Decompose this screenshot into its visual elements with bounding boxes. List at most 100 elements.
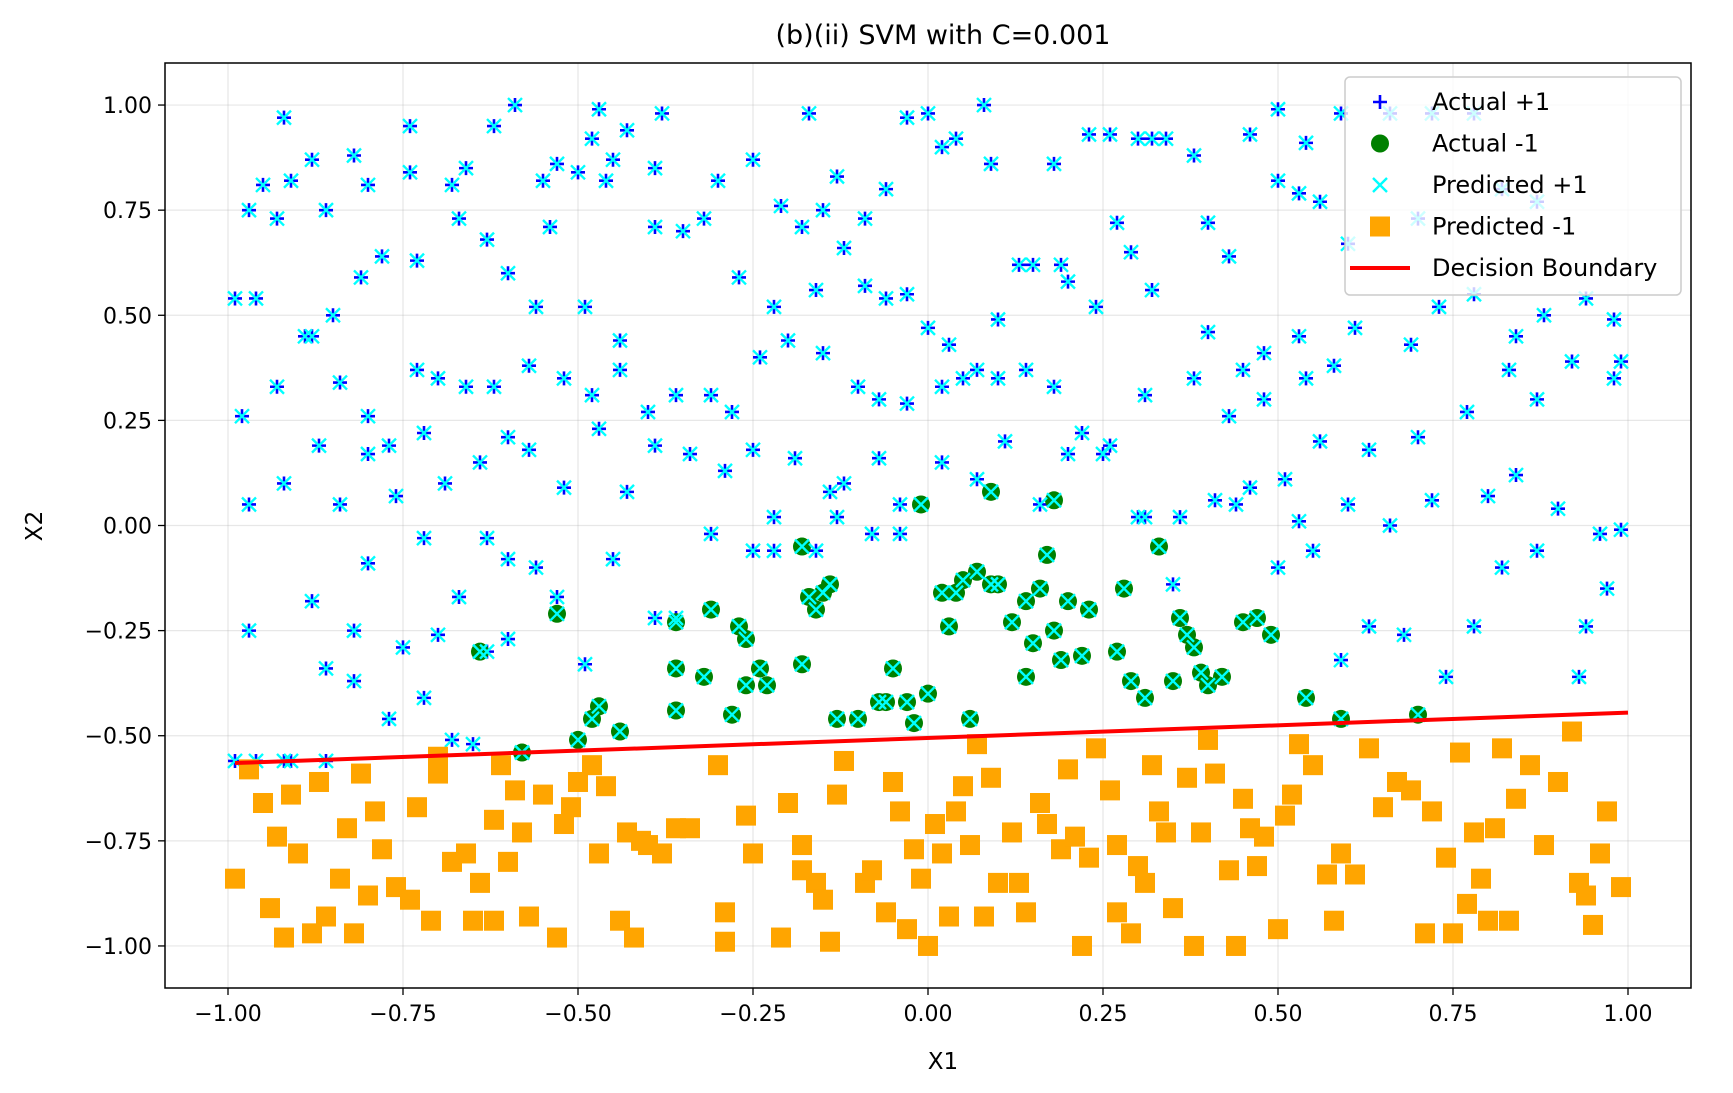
predicted-pos-point (1060, 446, 1076, 462)
predicted-pos-point (1116, 580, 1132, 597)
predicted-pos-point (269, 210, 285, 227)
predicted-pos-point (521, 441, 537, 458)
predicted-pos-point (1046, 156, 1062, 172)
predicted-pos-point (696, 210, 712, 227)
predicted-neg-point (610, 910, 630, 931)
predicted-pos-point (1046, 378, 1062, 395)
predicted-pos-point (1130, 130, 1146, 147)
predicted-pos-point (1228, 496, 1244, 513)
predicted-pos-point (850, 711, 866, 727)
predicted-pos-point (1165, 576, 1181, 593)
predicted-pos-point (591, 698, 607, 715)
x-tick-label: −0.25 (719, 1002, 786, 1027)
predicted-pos-point (1298, 370, 1314, 387)
predicted-neg-point (813, 889, 833, 910)
predicted-pos-point (885, 660, 901, 677)
predicted-pos-point (416, 530, 432, 546)
predicted-pos-point (1130, 509, 1146, 525)
x-tick-label: −1.00 (194, 1002, 261, 1027)
predicted-pos-point (1004, 614, 1020, 631)
predicted-neg-point (1002, 822, 1022, 843)
predicted-pos-point (857, 277, 873, 294)
predicted-pos-point (864, 526, 880, 542)
legend-label: Actual -1 (1432, 130, 1539, 158)
legend-label: Actual +1 (1432, 88, 1550, 116)
x-tick-label: 0.00 (904, 1002, 953, 1027)
predicted-pos-point (1606, 311, 1622, 328)
predicted-pos-point (1137, 387, 1153, 404)
predicted-pos-point (570, 732, 586, 748)
predicted-neg-point (939, 906, 959, 927)
predicted-neg-point (1198, 729, 1218, 750)
predicted-pos-point (549, 605, 565, 622)
predicted-pos-point (647, 160, 663, 176)
predicted-pos-point (1032, 580, 1048, 597)
predicted-pos-point (612, 362, 628, 378)
predicted-pos-point (955, 572, 971, 589)
predicted-pos-point (1053, 256, 1069, 273)
predicted-neg-point (1128, 856, 1148, 877)
predicted-neg-point (820, 931, 840, 952)
predicted-pos-point (899, 395, 915, 412)
predicted-pos-point (990, 311, 1006, 328)
x-tick-label: −0.50 (544, 1002, 611, 1027)
predicted-pos-point (668, 660, 684, 677)
predicted-pos-point (871, 694, 887, 710)
predicted-pos-point (1200, 214, 1216, 231)
predicted-pos-point (1592, 526, 1608, 542)
predicted-neg-point (904, 839, 924, 860)
predicted-pos-point (318, 660, 334, 677)
predicted-neg-point (1499, 910, 1519, 931)
predicted-neg-point (344, 923, 364, 944)
predicted-neg-point (1177, 767, 1197, 788)
predicted-pos-point (1235, 362, 1251, 378)
predicted-pos-point (360, 555, 376, 572)
predicted-pos-point (1270, 559, 1286, 576)
predicted-neg-point (1268, 919, 1288, 940)
decision-boundary-line (234, 710, 1629, 766)
predicted-pos-point (472, 454, 488, 471)
predicted-pos-point (1172, 509, 1188, 525)
predicted-pos-point (360, 446, 376, 462)
predicted-pos-point (1312, 433, 1328, 450)
predicted-neg-point (330, 868, 350, 889)
predicted-pos-point (1025, 256, 1041, 273)
predicted-pos-point (297, 328, 313, 345)
predicted-neg-point (911, 868, 931, 889)
predicted-neg-point (1121, 923, 1141, 944)
predicted-neg-point (253, 793, 273, 813)
predicted-pos-point (1291, 328, 1307, 345)
predicted-pos-point (759, 677, 775, 694)
predicted-neg-point (1247, 856, 1267, 877)
predicted-neg-point (988, 872, 1008, 893)
predicted-pos-point (1109, 214, 1125, 231)
predicted-neg-point (428, 763, 448, 784)
predicted-pos-point (479, 231, 495, 248)
predicted-neg-point (498, 851, 518, 872)
predicted-pos-point (934, 584, 950, 601)
predicted-pos-point (1144, 282, 1160, 298)
predicted-pos-point (1046, 622, 1062, 639)
predicted-neg-point (568, 771, 588, 792)
predicted-pos-point (570, 164, 586, 181)
predicted-pos-point (1200, 677, 1216, 694)
predicted-pos-point (332, 374, 348, 391)
predicted-pos-point (500, 631, 516, 647)
predicted-pos-point (1137, 509, 1153, 525)
predicted-pos-point (269, 378, 285, 395)
predicted-pos-point (1361, 618, 1377, 635)
predicted-pos-point (682, 446, 698, 462)
predicted-pos-point (619, 484, 635, 500)
predicted-pos-point (815, 202, 831, 219)
predicted-pos-point (430, 626, 446, 643)
predicted-neg-point (505, 780, 525, 801)
predicted-pos-point (591, 101, 607, 118)
predicted-pos-point (549, 589, 565, 605)
predicted-pos-point (1466, 618, 1482, 635)
predicted-pos-point (528, 299, 544, 315)
predicted-pos-point (997, 433, 1013, 450)
predicted-pos-point (948, 130, 964, 147)
predicted-pos-point (444, 177, 460, 193)
predicted-neg-point (736, 805, 756, 826)
predicted-pos-point (612, 332, 628, 349)
